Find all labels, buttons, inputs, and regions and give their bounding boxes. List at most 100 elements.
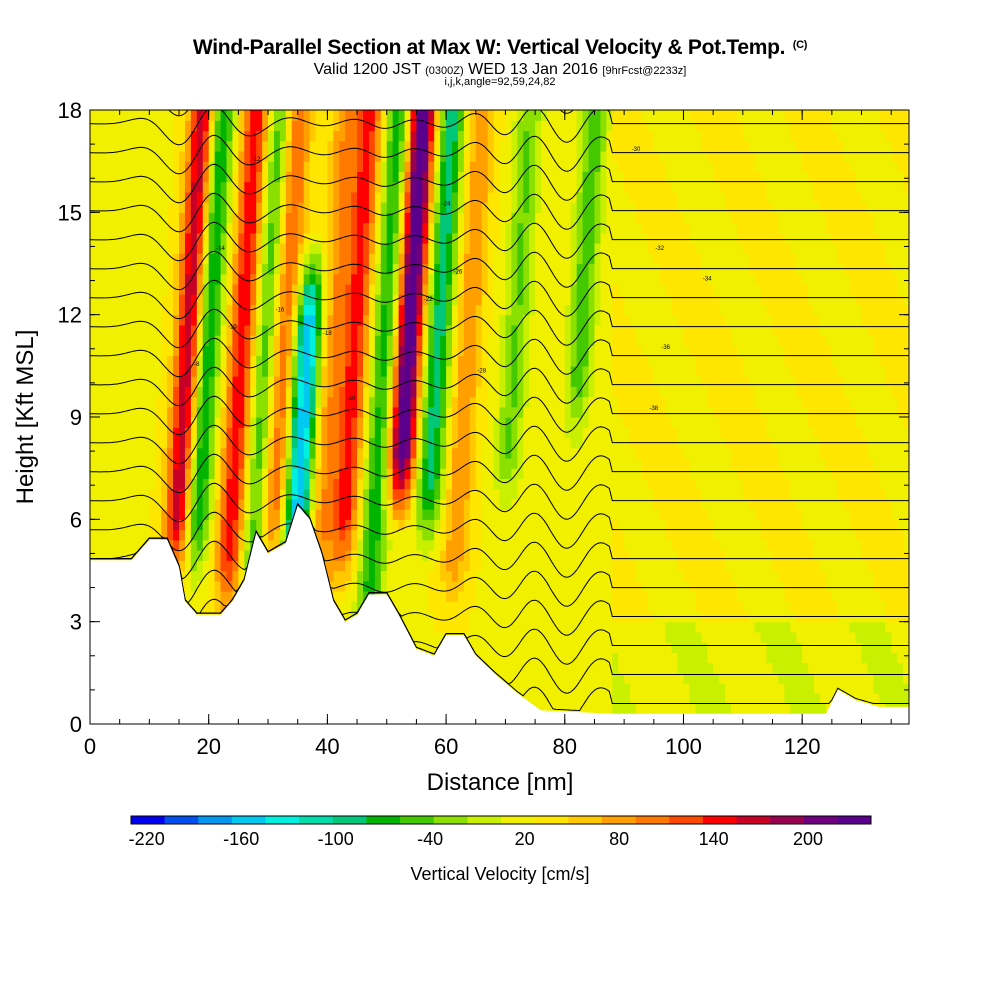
velocity-cell — [315, 222, 323, 234]
velocity-cell — [357, 529, 364, 541]
velocity-cell — [541, 693, 548, 705]
velocity-cell — [303, 335, 311, 346]
velocity-cell — [422, 488, 429, 500]
velocity-cell — [511, 243, 518, 254]
velocity-cell — [457, 345, 465, 357]
velocity-cell — [149, 457, 156, 469]
velocity-cell — [256, 447, 263, 459]
velocity-cell — [285, 243, 293, 254]
velocity-cell — [493, 427, 501, 439]
velocity-cell — [351, 427, 358, 439]
velocity-cell — [463, 243, 471, 254]
velocity-cell — [422, 621, 429, 633]
velocity-cell — [380, 345, 388, 357]
velocity-cell — [357, 294, 364, 306]
velocity-cell — [576, 150, 584, 162]
velocity-cell — [386, 396, 394, 408]
velocity-cell — [95, 243, 103, 254]
velocity-cell — [113, 253, 121, 265]
velocity-cell — [440, 335, 447, 346]
velocity-cell — [410, 365, 418, 377]
velocity-cell — [363, 550, 370, 561]
velocity-cell — [226, 263, 234, 275]
velocity-cell — [214, 550, 222, 561]
velocity-cell — [95, 386, 103, 398]
velocity-cell — [291, 386, 299, 398]
velocity-cell — [173, 529, 180, 541]
velocity-cell — [279, 457, 287, 469]
velocity-cell — [564, 376, 572, 387]
velocity-cell — [119, 243, 127, 254]
velocity-cell — [351, 140, 358, 152]
velocity-cell — [184, 202, 192, 213]
velocity-cell — [541, 539, 548, 551]
velocity-cell — [190, 447, 198, 459]
velocity-cell — [149, 202, 156, 213]
velocity-cell — [268, 539, 275, 551]
velocity-cell — [333, 335, 340, 346]
velocity-cell — [119, 345, 127, 357]
velocity-cell — [238, 519, 245, 531]
velocity-cell — [416, 150, 423, 162]
velocity-cell — [546, 570, 554, 582]
velocity-cell — [457, 171, 465, 183]
velocity-cell — [440, 365, 447, 377]
velocity-cell — [161, 171, 168, 183]
velocity-cell — [273, 243, 281, 254]
velocity-cell — [155, 140, 162, 152]
velocity-cell — [422, 550, 429, 561]
velocity-cell — [434, 253, 441, 265]
velocity-cell — [339, 498, 346, 510]
velocity-cell — [345, 181, 352, 193]
velocity-cell — [398, 314, 406, 326]
velocity-cell — [244, 457, 251, 469]
velocity-cell — [404, 324, 412, 336]
velocity-cell — [137, 396, 145, 408]
velocity-cell — [481, 652, 489, 664]
velocity-cell — [131, 417, 139, 428]
velocity-cell — [256, 130, 263, 142]
velocity-cell — [517, 253, 524, 265]
velocity-cell — [374, 396, 382, 408]
velocity-cell — [250, 335, 257, 346]
velocity-cell — [576, 642, 584, 653]
velocity-cell — [517, 243, 524, 254]
velocity-cell — [279, 232, 287, 244]
velocity-cell — [558, 683, 566, 694]
velocity-cell — [315, 150, 323, 162]
velocity-cell — [380, 417, 388, 428]
velocity-cell — [149, 468, 156, 479]
velocity-cell — [481, 406, 489, 418]
velocity-cell — [101, 376, 109, 387]
velocity-cell — [327, 447, 334, 459]
velocity-cell — [256, 468, 263, 479]
velocity-cell — [125, 437, 133, 449]
velocity-cell — [268, 161, 275, 172]
velocity-cell — [291, 232, 299, 244]
velocity-cell — [422, 202, 429, 213]
velocity-cell — [380, 376, 388, 387]
velocity-cell — [95, 468, 103, 479]
velocity-cell — [475, 437, 483, 449]
velocity-cell — [493, 376, 501, 387]
velocity-cell — [404, 611, 412, 623]
velocity-cell — [184, 509, 192, 520]
velocity-cell — [149, 263, 156, 275]
velocity-cell — [428, 550, 435, 561]
velocity-cell — [196, 519, 204, 531]
velocity-cell — [190, 355, 198, 367]
velocity-cell — [113, 110, 121, 121]
velocity-cell — [333, 457, 340, 469]
velocity-cell — [321, 314, 328, 326]
velocity-cell — [546, 693, 554, 705]
velocity-cell — [463, 550, 471, 561]
velocity-cell — [368, 273, 376, 285]
velocity-cell — [357, 161, 364, 172]
velocity-cell — [535, 457, 542, 469]
velocity-cell — [351, 232, 358, 244]
velocity-cell — [446, 243, 453, 254]
velocity-cell — [570, 376, 578, 387]
velocity-cell — [357, 355, 364, 367]
velocity-cell — [303, 365, 311, 377]
velocity-cell — [321, 232, 328, 244]
